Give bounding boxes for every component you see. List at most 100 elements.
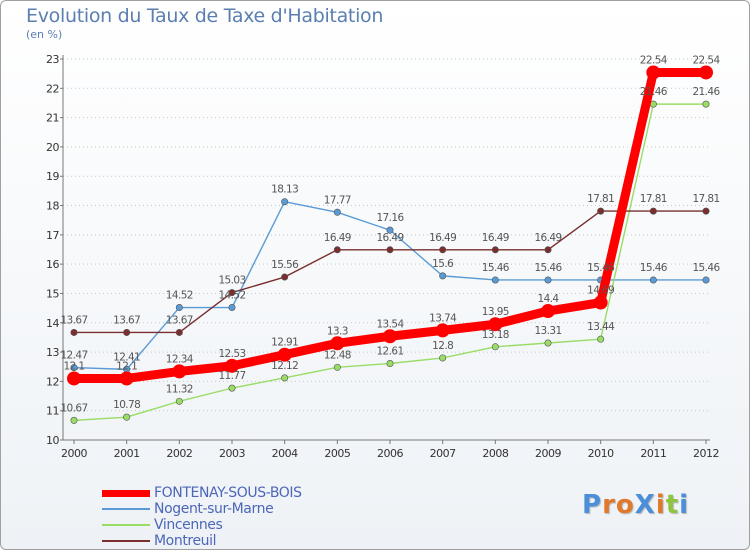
data-point — [593, 295, 608, 310]
x-tick-label: 2000 — [61, 447, 87, 460]
y-tick-label: 23 — [46, 53, 59, 66]
data-point — [491, 246, 499, 254]
data-label: 14.52 — [218, 290, 245, 302]
data-point — [333, 246, 341, 254]
y-tick-label: 13 — [46, 346, 59, 359]
data-label: 18.13 — [271, 184, 298, 196]
legend-label: Montreuil — [154, 533, 217, 549]
y-tick-label: 20 — [46, 141, 59, 154]
data-point — [67, 371, 81, 386]
data-label: 14.4 — [538, 293, 560, 305]
data-label: 14.52 — [166, 290, 193, 302]
data-label: 12.91 — [271, 337, 298, 349]
x-tick-label: 2007 — [430, 447, 456, 460]
data-label: 16.49 — [324, 232, 351, 244]
data-point — [172, 364, 187, 379]
data-label: 22.54 — [692, 54, 720, 66]
x-tick-label: 2004 — [272, 447, 298, 460]
data-label: 12.53 — [218, 348, 245, 360]
data-label: 13.67 — [166, 314, 193, 326]
data-point — [541, 304, 555, 319]
data-label: 15.46 — [692, 262, 720, 274]
data-label: 13.44 — [587, 321, 615, 333]
data-point — [439, 354, 447, 362]
x-tick-label: 2008 — [482, 447, 508, 460]
data-point — [123, 328, 131, 336]
data-label: 12.47 — [60, 350, 87, 362]
logo-letter: i — [679, 490, 690, 520]
y-tick-label: 16 — [46, 258, 59, 271]
y-tick-label: 18 — [46, 200, 59, 213]
data-label: 12.48 — [324, 349, 351, 361]
data-point — [702, 276, 710, 284]
data-point — [646, 65, 661, 80]
chart-title: Evolution du Taux de Taxe d'Habitation — [26, 5, 384, 27]
data-point — [699, 65, 713, 80]
data-point — [228, 289, 236, 297]
data-label: 12.41 — [113, 351, 140, 363]
data-label: 12.1 — [116, 360, 137, 372]
logo-letter: i — [655, 490, 666, 520]
y-tick-label: 19 — [46, 170, 59, 183]
data-point — [333, 363, 341, 371]
data-point — [330, 336, 345, 351]
data-label: 16.49 — [482, 232, 509, 244]
legend-label: Nogent-sur-Marne — [154, 501, 274, 517]
data-point — [123, 413, 131, 421]
data-label: 16.49 — [429, 232, 456, 244]
data-point — [435, 323, 450, 338]
data-label: 17.16 — [376, 212, 404, 224]
data-point — [491, 343, 499, 351]
data-label: 14.69 — [587, 285, 614, 297]
data-point — [383, 329, 397, 344]
x-tick-label: 2001 — [114, 447, 140, 460]
x-tick-label: 2002 — [166, 447, 192, 460]
data-label: 22.54 — [640, 54, 668, 66]
data-point — [439, 272, 447, 280]
logo-letter: r — [602, 490, 616, 520]
legend-swatch — [102, 540, 150, 542]
data-label: 11.32 — [166, 383, 193, 395]
data-point — [544, 246, 552, 254]
data-point — [119, 371, 134, 386]
data-point — [225, 358, 239, 373]
y-tick-label: 21 — [46, 112, 59, 125]
x-tick-label: 2010 — [588, 447, 614, 460]
logo-letter: X — [634, 490, 656, 520]
data-point — [277, 347, 292, 362]
logo-letter: P — [582, 490, 603, 520]
data-label: 17.81 — [587, 193, 614, 205]
y-tick-label: 10 — [46, 434, 59, 447]
data-point — [281, 198, 289, 206]
data-label: 15.6 — [432, 258, 454, 270]
data-point — [70, 416, 78, 424]
y-tick-label: 15 — [46, 287, 59, 300]
data-label: 21.46 — [692, 86, 720, 98]
data-label: 15.46 — [640, 262, 668, 274]
x-tick-label: 2009 — [535, 447, 561, 460]
data-label: 11.77 — [218, 370, 245, 382]
logo-letter: o — [615, 490, 635, 520]
legend-label: Vincennes — [154, 517, 223, 533]
data-point — [175, 304, 183, 312]
proxiti-logo: ProXiti — [582, 490, 689, 520]
data-label: 10.78 — [113, 399, 140, 411]
data-label: 13.54 — [376, 318, 404, 330]
y-tick-label: 22 — [46, 82, 59, 95]
data-label: 17.81 — [640, 193, 667, 205]
data-label: 15.46 — [482, 262, 510, 274]
data-point — [386, 246, 394, 254]
data-label: 15.46 — [534, 262, 562, 274]
data-label: 13.74 — [429, 312, 457, 324]
data-point — [544, 276, 552, 284]
x-tick-label: 2003 — [219, 447, 245, 460]
y-tick-label: 17 — [46, 229, 59, 242]
chart-subtitle: (en %) — [26, 28, 63, 41]
data-point — [228, 304, 236, 312]
data-point — [702, 207, 710, 215]
data-label: 13.3 — [327, 325, 348, 337]
data-point — [228, 384, 236, 392]
data-label: 12.1 — [64, 360, 85, 372]
